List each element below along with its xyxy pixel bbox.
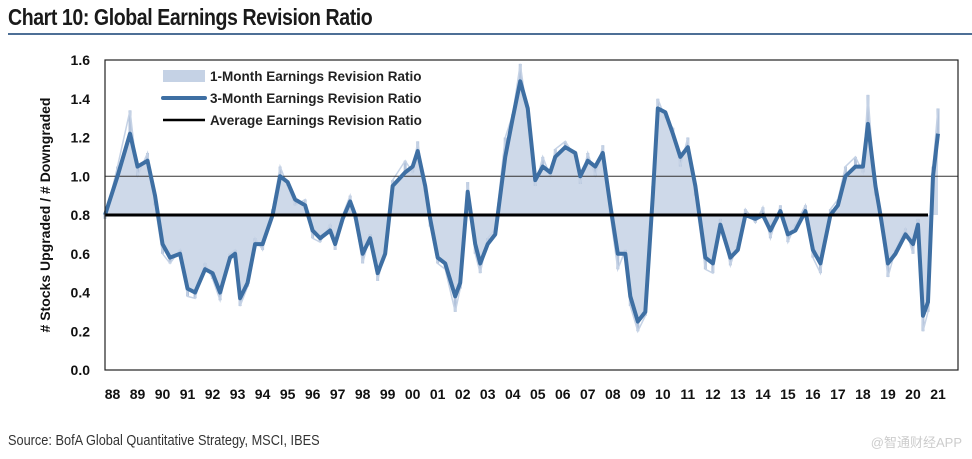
area-fill [105, 81, 938, 322]
y-tick-labels: 0.0 0.2 0.4 0.6 0.8 1.0 1.2 1.4 1.6 [71, 52, 91, 378]
y-tick-label: 0.8 [71, 207, 91, 223]
x-tick-label: 04 [505, 386, 521, 402]
source-note: Source: BofA Global Quantitative Strateg… [8, 432, 320, 449]
x-tick-label: 88 [105, 386, 121, 402]
x-tick-label: 90 [155, 386, 171, 402]
x-tick-label: 01 [430, 386, 446, 402]
x-tick-label: 07 [580, 386, 596, 402]
x-tick-label: 05 [530, 386, 546, 402]
three-month-line [103, 79, 940, 324]
chart-title: Chart 10: Global Earnings Revision Ratio [8, 4, 373, 30]
legend-label-avg: Average Earnings Revision Ratio [210, 113, 422, 128]
x-tick-label: 92 [205, 386, 221, 402]
x-tick-label: 03 [480, 386, 496, 402]
x-tick-label: 21 [930, 386, 946, 402]
x-tick-label: 91 [180, 386, 196, 402]
title-underline [8, 33, 972, 35]
x-tick-label: 16 [805, 386, 821, 402]
x-tick-label: 18 [855, 386, 871, 402]
three-month-series [103, 79, 940, 324]
x-tick-label: 09 [630, 386, 646, 402]
x-tick-labels: 88 89 90 91 92 93 94 95 96 97 98 99 00 01 02 03 04 05 06 07… [105, 386, 946, 402]
legend-label-1m: 1-Month Earnings Revision Ratio [210, 69, 422, 84]
y-tick-label: 1.0 [71, 168, 91, 184]
x-tick-label: 20 [905, 386, 921, 402]
y-tick-label: 0.0 [71, 362, 91, 378]
x-tick-label: 17 [830, 386, 846, 402]
legend-label-3m: 3-Month Earnings Revision Ratio [210, 91, 422, 106]
x-tick-label: 94 [255, 386, 271, 402]
legend-swatch-1m [163, 70, 205, 82]
x-tick-label: 98 [355, 386, 371, 402]
y-tick-label: 1.4 [71, 91, 91, 107]
y-tick-label: 1.2 [71, 130, 91, 146]
x-tick-label: 15 [780, 386, 796, 402]
x-tick-label: 99 [380, 386, 396, 402]
plot-frame [104, 59, 959, 371]
x-tick-label: 89 [130, 386, 146, 402]
y-tick-label: 1.6 [71, 52, 91, 68]
x-tick-label: 93 [230, 386, 246, 402]
x-tick-label: 00 [405, 386, 421, 402]
x-tick-label: 95 [280, 386, 296, 402]
x-tick-label: 10 [655, 386, 671, 402]
y-tick-label: 0.2 [71, 323, 91, 339]
watermark: @智通财经APP [870, 435, 962, 450]
y-tick-label: 0.6 [71, 246, 91, 262]
area-fill-group [105, 81, 938, 322]
x-tick-label: 06 [555, 386, 571, 402]
x-tick-label: 14 [755, 386, 771, 402]
x-tick-label: 96 [305, 386, 321, 402]
x-tick-label: 12 [705, 386, 721, 402]
x-tick-label: 11 [680, 386, 695, 402]
y-tick-label: 0.4 [71, 285, 91, 301]
x-tick-label: 13 [730, 386, 746, 402]
legend: 1-Month Earnings Revision Ratio 3-Month … [161, 69, 422, 128]
y-axis-title: # Stocks Upgraded / # Downgraded [37, 98, 53, 333]
x-tick-label: 19 [880, 386, 896, 402]
x-tick-label: 02 [455, 386, 471, 402]
x-tick-label: 08 [605, 386, 621, 402]
x-tick-label: 97 [330, 386, 346, 402]
